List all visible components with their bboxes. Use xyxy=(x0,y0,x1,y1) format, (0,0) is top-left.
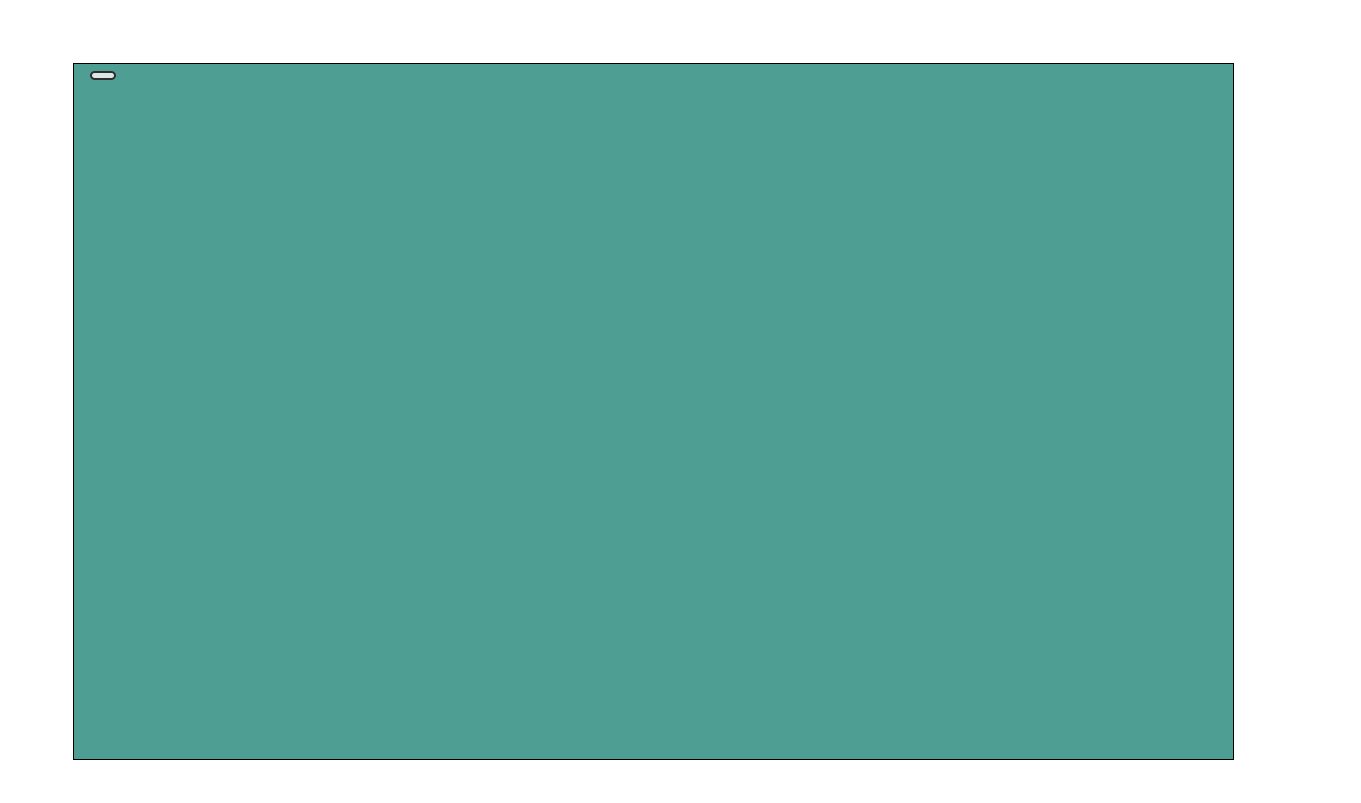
longitude-axis xyxy=(73,763,1232,787)
max-wind-badge xyxy=(90,71,116,80)
humidity-wind-map-canvas xyxy=(74,64,1233,759)
latitude-axis xyxy=(0,0,62,803)
colorbar-gradient xyxy=(1255,196,1277,617)
map-area xyxy=(73,63,1234,760)
